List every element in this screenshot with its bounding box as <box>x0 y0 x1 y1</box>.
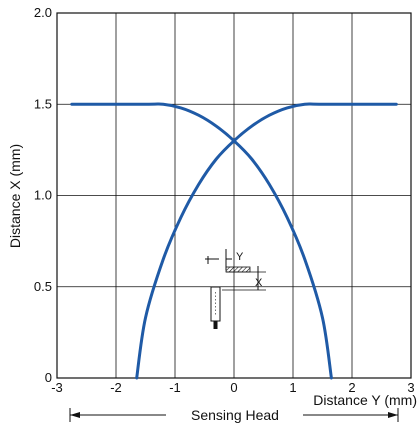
bracket-left-arrow-icon <box>70 412 80 418</box>
sensor-cable-icon <box>213 321 218 329</box>
x-tick-label: -2 <box>110 380 122 395</box>
x-tick-label: 3 <box>407 380 414 395</box>
grid <box>56 12 412 379</box>
y-tick-labels: 0 0.5 1.0 1.5 2.0 <box>34 5 52 385</box>
x-tick-label: -3 <box>51 380 63 395</box>
x-tick-label: 1 <box>289 380 296 395</box>
sensing-head-diagram: Y X <box>205 249 266 329</box>
y-tick-label: 0.5 <box>34 279 52 294</box>
x-tick-label: 0 <box>230 380 237 395</box>
y-tick-label: 2.0 <box>34 5 52 20</box>
inset-label-y: Y <box>236 251 244 263</box>
plot-frame <box>56 12 412 379</box>
sensing-head-bracket: Sensing Head <box>69 407 399 423</box>
series-line-1 <box>135 102 398 380</box>
x-tick-labels: -3 -2 -1 0 1 2 3 <box>51 380 414 395</box>
x-tick-label: -1 <box>169 380 181 395</box>
bracket-right-arrow-icon <box>388 412 398 418</box>
inset-label-x: X <box>255 277 263 289</box>
target-object-icon <box>225 266 251 273</box>
y-tick-label: 1.5 <box>34 96 52 111</box>
sensing-head-label: Sensing Head <box>191 407 279 423</box>
y-tick-label: 1.0 <box>34 188 52 203</box>
x-axis-title: Distance Y (mm) <box>313 392 417 408</box>
series-lines <box>70 102 398 380</box>
y-axis-title: Distance X (mm) <box>7 144 23 248</box>
x-tick-label: 2 <box>348 380 355 395</box>
series-line-2 <box>70 102 333 380</box>
y-tick-label: 0 <box>45 370 52 385</box>
